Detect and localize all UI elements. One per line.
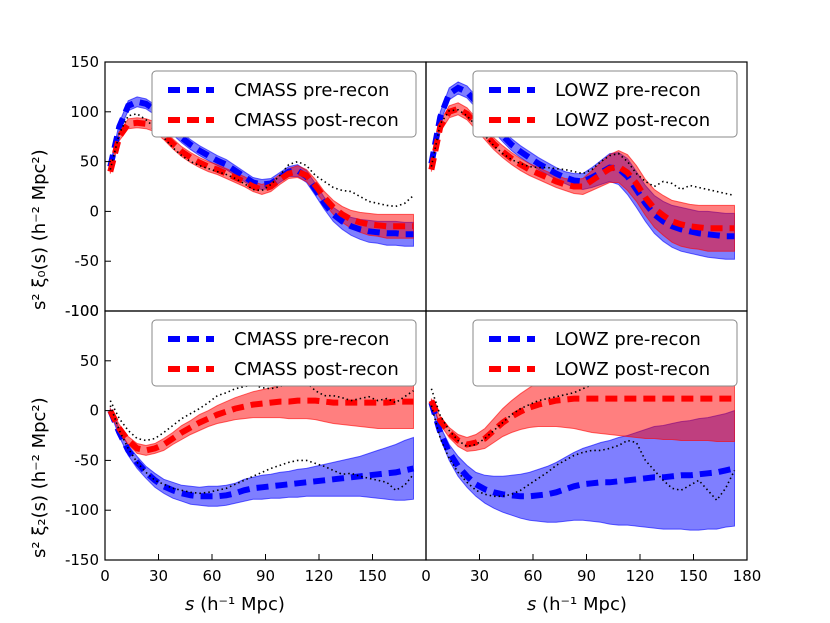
legend: LOWZ pre-recon LOWZ post-recon [472, 70, 738, 138]
x-tick-label: 30 [149, 567, 168, 585]
panel-quadrupole-cmass: 0 30 60 90 120 150 -150 -100 -50 0 50 -100 CMASS pre… [65, 302, 427, 585]
x-tick-label: 0 [100, 567, 110, 585]
x-tick-label: 90 [256, 567, 275, 585]
error-band-cmass-post-recon [109, 117, 414, 239]
legend-box [472, 70, 738, 138]
measured-line [430, 405, 736, 502]
y-tick-label: -50 [75, 451, 100, 469]
legend-label: LOWZ post-recon [555, 359, 710, 380]
legend: LOWZ pre-recon LOWZ post-recon [472, 319, 738, 387]
y-tick-label: -50 [75, 252, 100, 270]
x-tick-label: 120 [305, 567, 334, 585]
error-band-cmass-post-recon [109, 374, 414, 456]
legend-box [151, 70, 417, 138]
y-tick-label: 0 [89, 202, 99, 220]
y-tick-label: -150 [65, 551, 99, 569]
y-tick-label: 150 [70, 53, 99, 71]
legend-box [472, 319, 738, 387]
y-tick-label: 50 [80, 352, 99, 370]
legend-label: LOWZ pre-recon [555, 80, 701, 101]
x-axis-label-right: s (h⁻¹ Mpc) [527, 594, 627, 615]
y-tick-label: 50 [80, 153, 99, 171]
y-tick-label: -100 [65, 302, 99, 320]
y-axis-label-bottom: s² ξ₂(s) (h⁻² Mpc²) [29, 397, 50, 558]
series-line-cmass-post-recon [107, 397, 414, 454]
x-axis-label-left: s (h⁻¹ Mpc) [185, 594, 285, 615]
x-axis-label-var-right: s [527, 594, 536, 615]
plot-area [107, 374, 415, 507]
legend-box [151, 319, 417, 387]
measured-line [109, 405, 415, 495]
x-tick-label: 150 [679, 567, 708, 585]
x-tick-label: 0 [421, 567, 431, 585]
legend: CMASS pre-recon CMASS post-recon [151, 319, 417, 387]
y-tick-label: -100 [65, 302, 99, 320]
legend-label: LOWZ post-recon [555, 110, 710, 131]
legend-label: CMASS pre-recon [234, 80, 389, 101]
y-tick-label: 0 [89, 402, 99, 420]
measured-line [430, 325, 736, 448]
measured-line [109, 379, 414, 442]
legend-label: LOWZ pre-recon [555, 329, 701, 350]
series-line-cmass-pre-recon [107, 409, 415, 500]
series-line-lowz-post-recon [428, 395, 735, 448]
legend: CMASS pre-recon CMASS post-recon [151, 70, 417, 138]
panel-quadrupole-lowz: 0 30 60 90 120 150 180 LOWZ pre-recon LOWZ post-… [421, 310, 762, 585]
y-axis-label-top: s² ξ₀(s) (h⁻² Mpc²) [29, 149, 50, 310]
series-line-cmass-post-recon [107, 119, 414, 230]
series-line-lowz-pre-recon [428, 401, 736, 500]
x-tick-label: 150 [358, 567, 387, 585]
panel-monopole-cmass: -100 -50 0 50 100 150 CMASS pre-recon CMASS pos… [65, 53, 427, 320]
svg-text:s (h⁻¹ Mpc): s (h⁻¹ Mpc) [527, 594, 627, 615]
x-tick-label: 180 [733, 567, 762, 585]
svg-text:s (h⁻¹ Mpc): s (h⁻¹ Mpc) [185, 594, 285, 615]
x-tick-label: 120 [626, 567, 655, 585]
y-tick-label: 100 [70, 103, 99, 121]
legend-label: CMASS post-recon [234, 359, 399, 380]
y-tick-label: -100 [65, 501, 99, 519]
x-tick-label: 30 [470, 567, 489, 585]
x-axis-label-unit: (h⁻¹ Mpc) [200, 594, 285, 615]
x-axis-label-var: s [185, 594, 194, 615]
x-tick-label: 60 [202, 567, 221, 585]
legend-label: CMASS post-recon [234, 110, 399, 131]
panel-monopole-lowz: LOWZ pre-recon LOWZ post-recon [425, 61, 748, 312]
x-tick-label: 90 [577, 567, 596, 585]
legend-label: CMASS pre-recon [234, 329, 389, 350]
x-axis-label-unit-right: (h⁻¹ Mpc) [542, 594, 627, 615]
x-tick-label: 60 [523, 567, 542, 585]
